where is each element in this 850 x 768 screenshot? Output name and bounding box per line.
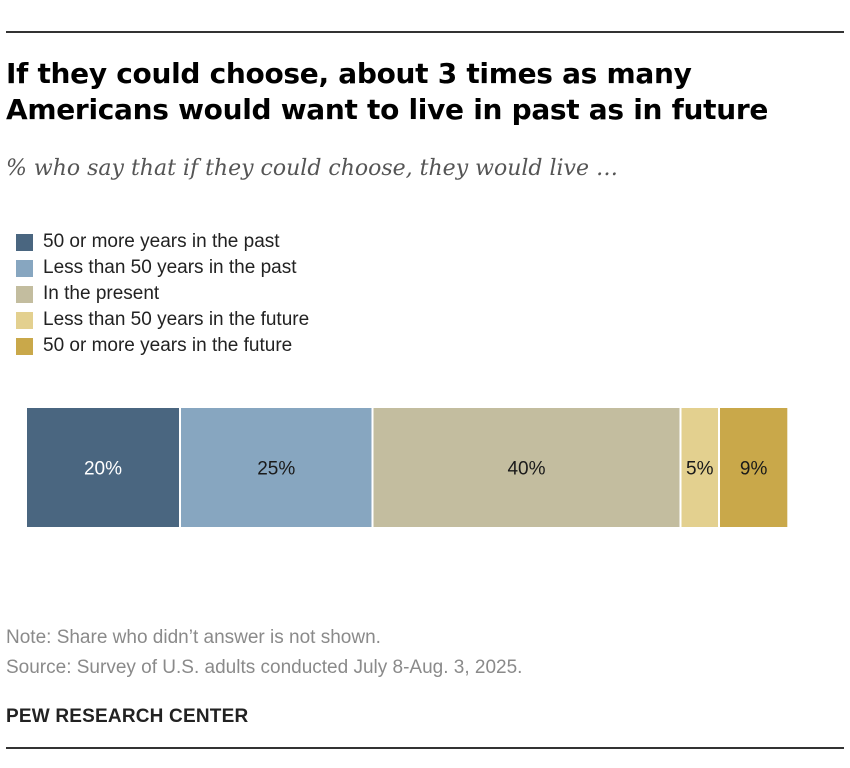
legend-item: Less than 50 years in the future — [16, 307, 309, 333]
legend-item: 50 or more years in the future — [16, 333, 309, 359]
legend-item: Less than 50 years in the past — [16, 255, 309, 281]
legend-label: 50 or more years in the past — [43, 231, 280, 252]
legend-label: In the present — [43, 283, 160, 304]
chart-title: If they could choose, about 3 times as m… — [6, 57, 769, 126]
bar-value-label: 25% — [257, 459, 295, 480]
legend-item: 50 or more years in the past — [16, 229, 309, 255]
chart-subtitle: % who say that if they could choose, the… — [6, 156, 618, 181]
legend-label: 50 or more years in the future — [43, 335, 293, 356]
note: Note: Share who didn’t answer is not sho… — [6, 627, 381, 648]
legend-item: In the present — [16, 281, 309, 307]
bar-segment — [181, 408, 372, 527]
bottom-rule — [6, 747, 844, 749]
bar-value-label: 9% — [740, 459, 768, 480]
legend-swatch — [16, 311, 33, 329]
source: Source: Survey of U.S. adults conducted … — [6, 657, 523, 678]
top-rule — [6, 31, 844, 33]
bar-value-label: 40% — [507, 459, 545, 480]
brand-logo-text: PEW RESEARCH CENTER — [6, 706, 249, 727]
legend: 50 or more years in the past Less than 50… — [16, 229, 309, 359]
bar-segment — [681, 408, 718, 527]
legend-swatch — [16, 233, 33, 251]
legend-swatch — [16, 285, 33, 303]
bar-value-label: 5% — [686, 459, 714, 480]
legend-swatch — [16, 337, 33, 355]
stacked-bar-chart: 20% 25% 40% 5% 9% — [27, 408, 788, 527]
legend-swatch — [16, 259, 33, 277]
bar-segment — [373, 408, 680, 527]
stacked-bar: 20% 25% 40% 5% 9% — [27, 408, 788, 527]
bar-value-label: 20% — [84, 459, 122, 480]
legend-label: Less than 50 years in the past — [43, 257, 297, 278]
bar-segment — [27, 408, 179, 527]
bar-segment — [720, 408, 788, 527]
legend-label: Less than 50 years in the future — [43, 309, 310, 330]
